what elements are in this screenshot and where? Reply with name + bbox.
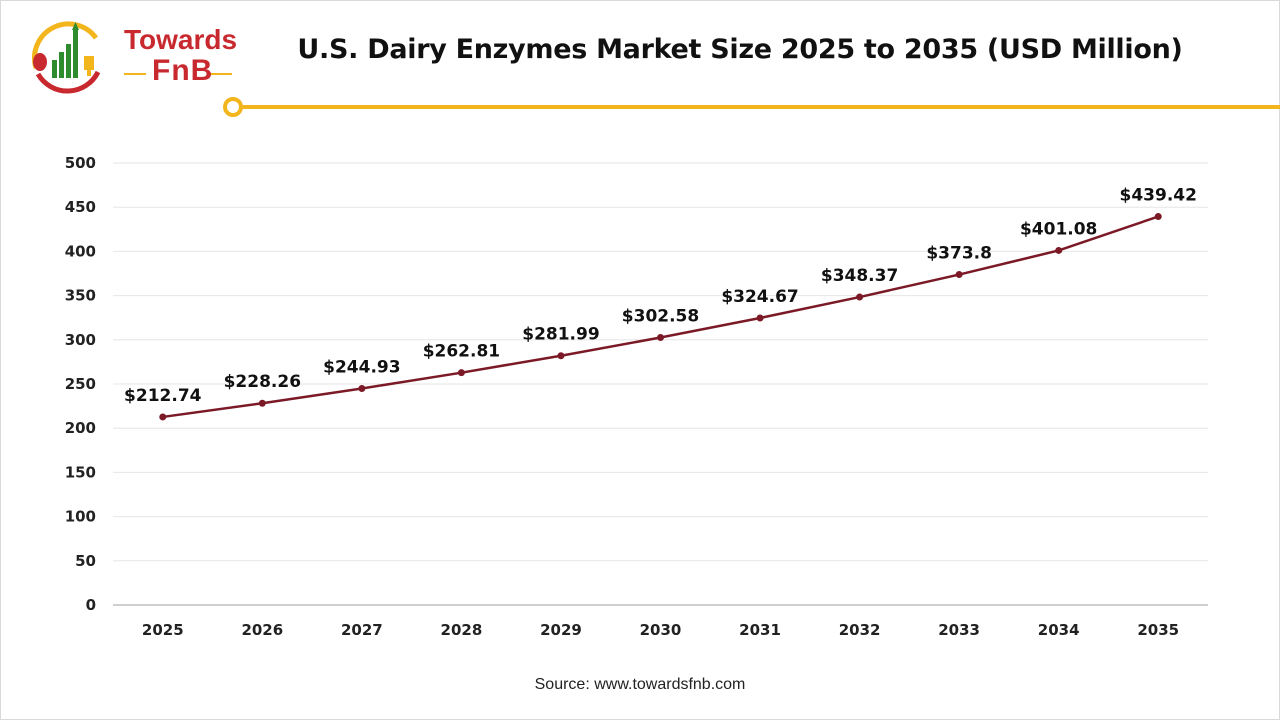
y-tick-label: 450 (65, 198, 96, 216)
data-point (159, 413, 167, 421)
chart-title: U.S. Dairy Enzymes Market Size 2025 to 2… (297, 34, 1183, 65)
data-point (1055, 246, 1063, 254)
data-point (756, 314, 764, 322)
x-tick-label: 2035 (1137, 621, 1179, 639)
y-tick-label: 400 (65, 242, 96, 260)
data-label: $244.93 (323, 357, 400, 377)
logo-text: Towards (124, 24, 238, 55)
x-tick-label: 2027 (341, 621, 383, 639)
y-tick-label: 0 (86, 596, 96, 614)
data-label: $281.99 (522, 325, 599, 345)
data-point (358, 384, 366, 392)
y-tick-label: 350 (65, 287, 96, 305)
data-point (557, 352, 565, 360)
y-tick-label: 150 (65, 463, 96, 481)
data-point (457, 369, 465, 377)
data-label: $302.58 (622, 307, 699, 327)
data-label: $401.08 (1020, 219, 1097, 239)
x-tick-label: 2029 (540, 621, 582, 639)
x-tick-label: 2025 (142, 621, 184, 639)
logo-text-fnb: FnB (152, 54, 214, 87)
data-label: $262.81 (423, 342, 500, 362)
x-tick-label: 2028 (441, 621, 483, 639)
title-rule (223, 97, 1280, 117)
data-point (955, 271, 963, 279)
data-point (258, 399, 266, 407)
data-point (856, 293, 864, 301)
x-tick-label: 2033 (938, 621, 980, 639)
data-label: $348.37 (821, 266, 898, 286)
logo-icon (31, 21, 101, 94)
data-point (657, 334, 664, 342)
x-tick-label: 2032 (839, 621, 881, 639)
x-tick-label: 2030 (640, 621, 682, 639)
data-label: $324.67 (721, 287, 798, 307)
data-label: $439.42 (1120, 186, 1197, 206)
y-tick-label: 300 (65, 331, 96, 349)
y-tick-label: 100 (65, 508, 96, 526)
y-tick-label: 200 (65, 419, 96, 437)
y-tick-label: 250 (65, 375, 96, 393)
data-label: $212.74 (124, 386, 202, 406)
x-tick-label: 2026 (241, 621, 283, 639)
data-label: $373.8 (926, 244, 992, 264)
data-point (1154, 213, 1162, 221)
x-tick-label: 2031 (739, 621, 781, 639)
source-note: Source: www.towardsfnb.com (534, 676, 746, 693)
logo: Towards FnB (26, 16, 237, 96)
logo-rule (124, 73, 232, 75)
y-tick-label: 500 (65, 154, 96, 172)
y-tick-label: 50 (75, 552, 96, 570)
x-tick-label: 2034 (1038, 621, 1080, 639)
data-label: $228.26 (224, 372, 301, 392)
